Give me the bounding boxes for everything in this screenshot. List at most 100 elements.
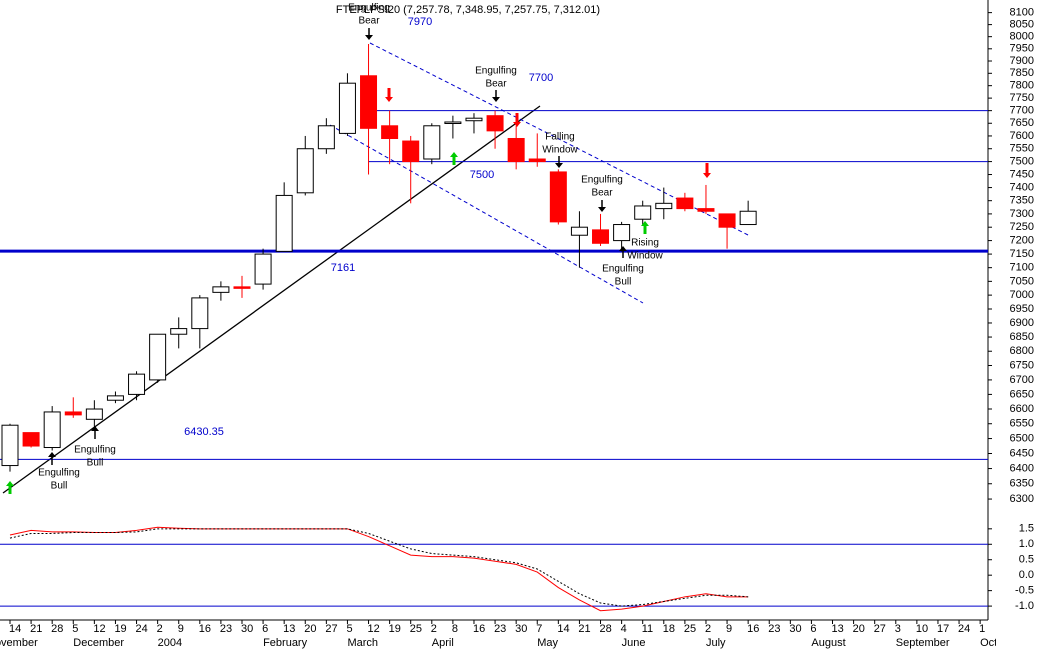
month-labels: November December 2004 February March April Ma… bbox=[0, 637, 996, 649]
x-tick-label: 13 bbox=[832, 623, 844, 635]
x-tick-label: 23 bbox=[494, 623, 506, 635]
x-tick-label: 14 bbox=[557, 623, 569, 635]
x-tick-label: 14 bbox=[9, 623, 21, 635]
candle-body bbox=[570, 226, 588, 236]
x-tick-label: 12 bbox=[93, 623, 105, 635]
candle-body bbox=[739, 210, 757, 226]
level-label: 6430.35 bbox=[184, 426, 224, 438]
y-tick-label: 1.0 bbox=[1019, 538, 1034, 550]
month-label: June bbox=[622, 637, 646, 649]
x-tick-label: 3 bbox=[895, 623, 901, 635]
y-tick-label: 6950 bbox=[1010, 303, 1034, 315]
candle-body bbox=[718, 213, 736, 228]
candle-body bbox=[317, 125, 335, 150]
y-tick-label: 0.5 bbox=[1019, 554, 1034, 566]
y-tick-label: 6350 bbox=[1010, 478, 1034, 490]
annotation: Engulfing bbox=[581, 175, 623, 186]
level-label: 7161 bbox=[331, 262, 355, 274]
y-tick-label: 7050 bbox=[1010, 275, 1034, 287]
signal-arrow-head bbox=[48, 452, 56, 457]
annotation: Bear bbox=[591, 188, 613, 199]
candle-body bbox=[254, 253, 272, 285]
y-tick-label: 8100 bbox=[1010, 7, 1034, 19]
annotation: Engulfing bbox=[74, 445, 116, 456]
x-tick-label: 8 bbox=[452, 623, 458, 635]
candle-body bbox=[676, 197, 694, 210]
candle-body bbox=[655, 202, 673, 210]
candle-body bbox=[697, 208, 715, 212]
x-tick-label: 16 bbox=[747, 623, 759, 635]
y-tick-label: 7250 bbox=[1010, 221, 1034, 233]
x-tick-label: 11 bbox=[642, 623, 653, 635]
y-tick-label: 7400 bbox=[1010, 181, 1034, 193]
level-label: 7500 bbox=[470, 169, 494, 181]
y-tick-label: 6900 bbox=[1010, 317, 1034, 329]
candle-body bbox=[296, 148, 314, 194]
candle-body bbox=[170, 328, 188, 335]
y-tick-label: 6400 bbox=[1010, 462, 1034, 474]
candle-body bbox=[338, 82, 356, 134]
signal-arrow-head bbox=[91, 426, 99, 431]
x-tick-label: 21 bbox=[30, 623, 42, 635]
x-tick-label: 23 bbox=[220, 623, 232, 635]
candle-body bbox=[444, 121, 462, 124]
candle-body bbox=[22, 432, 40, 447]
candle-body bbox=[486, 115, 504, 132]
annotation: Bear bbox=[485, 79, 507, 90]
x-tick-label: 2 bbox=[157, 623, 163, 635]
x-tick-label: 9 bbox=[726, 623, 732, 635]
annotation: Engulfing bbox=[348, 3, 390, 14]
x-tick-label: 30 bbox=[241, 623, 253, 635]
y-tick-label: 7150 bbox=[1010, 248, 1034, 260]
y-tick-label: 6650 bbox=[1010, 388, 1034, 400]
y-tick-label: 6450 bbox=[1010, 447, 1034, 459]
annotation: Bull bbox=[51, 481, 68, 492]
x-tick-label: 18 bbox=[663, 623, 675, 635]
x-tick-label: 20 bbox=[304, 623, 316, 635]
candle-body bbox=[128, 373, 146, 395]
y-tick-label: 0.0 bbox=[1019, 569, 1034, 581]
x-tick-label: 25 bbox=[684, 623, 696, 635]
y-tick-label: 7500 bbox=[1010, 155, 1034, 167]
candle-body bbox=[423, 125, 441, 160]
y-tick-label: 7800 bbox=[1010, 80, 1034, 92]
candle-body bbox=[64, 411, 82, 416]
month-label: August bbox=[811, 637, 845, 649]
x-tick-label: 16 bbox=[473, 623, 485, 635]
signal-arrow-head bbox=[450, 152, 458, 157]
candle-body bbox=[465, 117, 483, 122]
x-tick-label: 7 bbox=[536, 623, 542, 635]
candle-body bbox=[233, 286, 251, 289]
x-tick-label: 5 bbox=[346, 623, 352, 635]
signal-arrow-head bbox=[598, 207, 606, 212]
y-tick-label: -0.5 bbox=[1015, 585, 1034, 597]
y-tick-label: 7900 bbox=[1010, 55, 1034, 67]
y-tick-label: 6550 bbox=[1010, 418, 1034, 430]
y-tick-label: 6700 bbox=[1010, 374, 1034, 386]
x-tick-label: 17 bbox=[937, 623, 949, 635]
annotation: Falling bbox=[545, 132, 574, 143]
signal-arrow-head bbox=[492, 97, 500, 102]
x-tick-label: 4 bbox=[621, 623, 627, 635]
x-tick-label: 30 bbox=[515, 623, 527, 635]
y-tick-label: 7100 bbox=[1010, 262, 1034, 274]
y-tick-label: 7950 bbox=[1010, 43, 1034, 55]
signal-arrow-head bbox=[385, 97, 393, 102]
x-tick-label: 2 bbox=[431, 623, 437, 635]
y-tick-label: 8000 bbox=[1010, 31, 1034, 43]
candle-body bbox=[212, 286, 230, 293]
x-tick-label: 6 bbox=[262, 623, 268, 635]
month-label: December bbox=[73, 637, 124, 649]
y-tick-label: 6800 bbox=[1010, 345, 1034, 357]
y-tick-label: 6300 bbox=[1010, 493, 1034, 505]
candle-body bbox=[402, 140, 420, 163]
annotation: Bull bbox=[615, 277, 632, 288]
y-tick-label: 7000 bbox=[1010, 289, 1034, 301]
x-tick-label: 2 bbox=[705, 623, 711, 635]
y-tick-label: 6500 bbox=[1010, 432, 1034, 444]
x-tick-label: 24 bbox=[958, 623, 970, 635]
candle-body bbox=[191, 297, 209, 330]
annotation: Bull bbox=[87, 458, 104, 469]
